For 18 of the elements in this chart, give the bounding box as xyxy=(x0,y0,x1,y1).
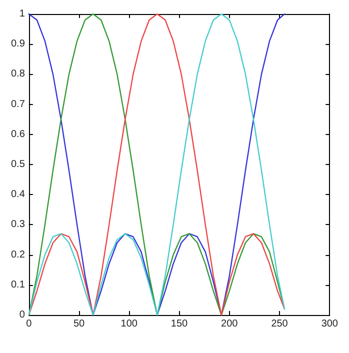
y-tick-label: 0.8 xyxy=(10,68,26,80)
y-tick-label: 0.7 xyxy=(10,98,26,110)
x-tick-label: 100 xyxy=(120,318,138,330)
y-tick-label: 0.3 xyxy=(10,219,26,230)
x-tick-label: 50 xyxy=(73,318,86,330)
y-tick-label: 0 xyxy=(19,310,26,320)
y-tick-label: 0.5 xyxy=(10,159,26,170)
y-tick-label: 1 xyxy=(19,8,26,20)
y-tick-label: 0.9 xyxy=(10,38,26,50)
x-tick-label: 150 xyxy=(170,318,188,330)
y-tick-label: 0.4 xyxy=(10,189,26,200)
x-tick-label: 200 xyxy=(221,318,238,330)
y-tick-label: 0.1 xyxy=(10,279,26,290)
y-tick-label: 0.6 xyxy=(10,128,26,140)
x-tick-label: 250 xyxy=(271,318,288,330)
x-tick-label: 0 xyxy=(26,318,32,330)
y-tick-label: 0.2 xyxy=(10,249,26,260)
x-tick-label: 300 xyxy=(321,318,338,330)
